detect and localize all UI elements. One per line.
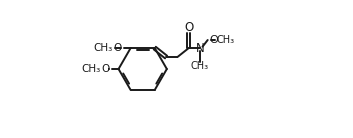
Text: CH₃: CH₃ bbox=[94, 43, 113, 53]
Text: O: O bbox=[184, 21, 193, 34]
Text: N: N bbox=[196, 42, 204, 55]
Text: CH₃: CH₃ bbox=[191, 61, 209, 71]
Text: O: O bbox=[209, 35, 218, 45]
Text: CH₃: CH₃ bbox=[217, 35, 235, 45]
Text: O: O bbox=[101, 64, 110, 74]
Text: CH₃: CH₃ bbox=[82, 64, 101, 74]
Text: O: O bbox=[114, 43, 122, 53]
